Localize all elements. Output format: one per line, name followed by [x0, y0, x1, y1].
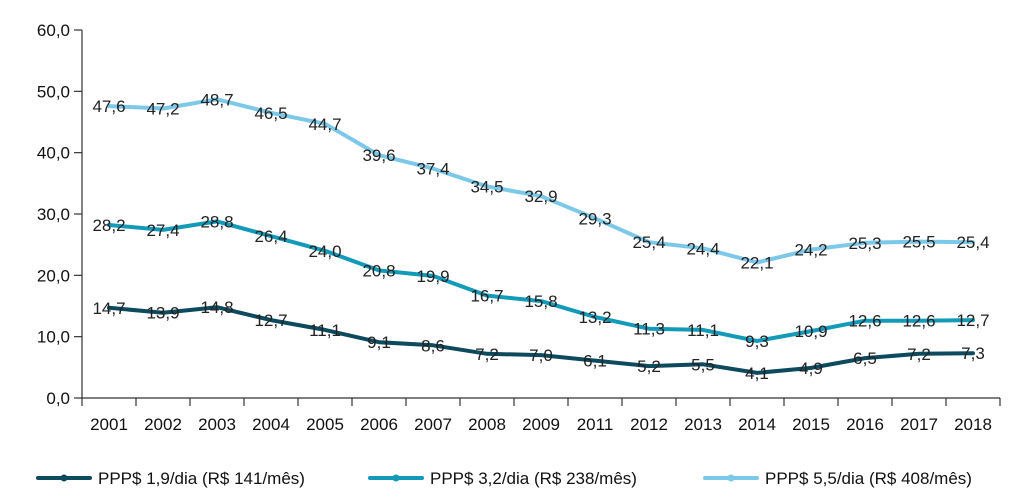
x-tick-label: 2008	[468, 415, 506, 434]
series-line-1	[107, 305, 975, 375]
x-tick-label: 2015	[792, 415, 830, 434]
data-label: 4,1	[745, 364, 769, 383]
data-label: 13,2	[578, 308, 611, 327]
x-tick-label: 2001	[90, 415, 128, 434]
y-tick-label: 60,0	[37, 21, 70, 40]
legend: PPP$ 1,9/dia (R$ 141/mês) PPP$ 3,2/dia (R…	[36, 469, 972, 488]
legend-marker-2	[392, 474, 400, 482]
x-tick-label: 2013	[684, 415, 722, 434]
data-label: 12,7	[956, 311, 989, 330]
y-tick-label: 10,0	[37, 328, 70, 347]
data-label: 34,5	[470, 177, 503, 196]
data-label: 11,1	[687, 321, 719, 340]
x-tick-label: 2017	[900, 415, 938, 434]
axes: 0,0 10,0 20,0 30,0 40,0 50,0 60,0 2001 2002 2003 2…	[37, 21, 1001, 434]
data-label: 5,5	[691, 355, 715, 374]
data-label: 48,7	[200, 90, 233, 109]
data-label: 19,9	[416, 267, 449, 286]
data-label: 12,7	[254, 311, 287, 330]
data-label: 11,1	[309, 321, 341, 340]
data-label: 12,6	[848, 312, 881, 331]
data-label: 7,3	[961, 344, 985, 363]
series-lines	[107, 97, 975, 375]
legend-label-1: PPP$ 1,9/dia (R$ 141/mês)	[98, 469, 305, 488]
legend-marker-1	[60, 474, 68, 482]
data-label: 7,2	[475, 345, 499, 364]
data-label: 20,8	[362, 261, 395, 280]
data-label: 37,4	[416, 160, 449, 179]
x-tick-label: 2004	[252, 415, 290, 434]
data-label: 47,2	[146, 100, 179, 119]
data-label: 6,5	[853, 349, 877, 368]
x-tick-label: 2016	[846, 415, 884, 434]
data-label: 22,1	[740, 253, 773, 272]
data-label: 25,4	[632, 233, 665, 252]
data-label: 9,1	[367, 333, 391, 352]
y-tick-label: 30,0	[37, 205, 70, 224]
x-tick-label: 2018	[954, 415, 992, 434]
x-tick-label: 2014	[738, 415, 776, 434]
data-label: 26,4	[254, 227, 287, 246]
data-label: 44,7	[308, 115, 341, 134]
x-tick-label: 2006	[360, 415, 398, 434]
data-label: 15,8	[524, 292, 557, 311]
data-label: 11,3	[633, 320, 665, 339]
data-label: 7,2	[907, 345, 931, 364]
x-tick-label: 2002	[144, 415, 182, 434]
data-label: 25,4	[956, 233, 989, 252]
data-label: 7,0	[529, 346, 553, 365]
data-label: 29,3	[578, 209, 611, 228]
data-label: 14,7	[92, 299, 125, 318]
data-label: 24,4	[686, 239, 719, 258]
series-line-2	[107, 219, 975, 343]
x-tick-label: 2009	[522, 415, 560, 434]
legend-label-2: PPP$ 3,2/dia (R$ 238/mês)	[430, 469, 637, 488]
data-label: 12,6	[902, 312, 935, 331]
data-label: 47,6	[92, 97, 125, 116]
y-tick-label: 0,0	[46, 389, 70, 408]
x-tick-label: 2012	[630, 415, 668, 434]
y-tick-label: 20,0	[37, 266, 70, 285]
legend-label-3: PPP$ 5,5/dia (R$ 408/mês)	[765, 469, 972, 488]
data-label: 46,5	[254, 104, 287, 123]
data-label: 13,9	[146, 304, 179, 323]
y-tick-label: 40,0	[37, 144, 70, 163]
series-line-3	[107, 97, 975, 265]
x-tick-label: 2005	[306, 415, 344, 434]
data-label: 28,8	[200, 212, 233, 231]
x-tick-label: 2011	[577, 415, 614, 434]
data-label: 25,3	[848, 234, 881, 253]
data-label: 28,2	[92, 216, 125, 235]
data-label: 10,9	[794, 322, 827, 341]
data-label: 39,6	[362, 146, 395, 165]
data-label: 5,2	[637, 357, 661, 376]
y-tick-label: 50,0	[37, 82, 70, 101]
x-tick-label: 2007	[414, 415, 452, 434]
data-label: 8,6	[421, 336, 445, 355]
data-label: 9,3	[745, 332, 769, 351]
x-tick-label: 2003	[198, 415, 236, 434]
data-label: 24,0	[308, 242, 341, 261]
data-label: 14,8	[200, 298, 233, 317]
data-label: 4,9	[799, 359, 823, 378]
data-label: 16,7	[470, 287, 503, 306]
legend-marker-3	[727, 474, 735, 482]
data-labels: 14,7 13,9 14,8 12,7 11,1 9,1 8,6 7,2 7,0 6,1 5,2 5,…	[92, 90, 989, 383]
data-label: 6,1	[583, 352, 607, 371]
data-label: 32,9	[524, 187, 557, 206]
data-label: 25,5	[902, 233, 935, 252]
data-label: 24,2	[794, 241, 827, 260]
data-label: 27,4	[146, 221, 179, 240]
